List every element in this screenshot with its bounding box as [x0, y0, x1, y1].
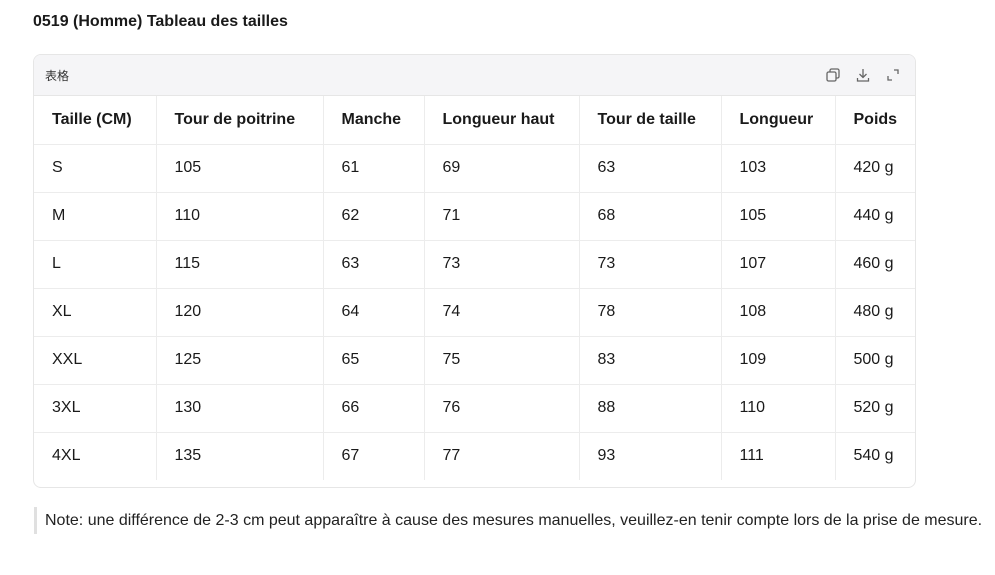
table-cell: 73	[579, 240, 722, 289]
table-cell: 71	[424, 192, 580, 241]
table-cell: 75	[424, 336, 580, 385]
table-row: L 115 63 73 73 107 460 g	[34, 240, 915, 289]
table-cell: 67	[323, 432, 425, 480]
table-cell: 108	[721, 288, 836, 337]
header-cell: Poids	[835, 96, 915, 145]
table-cell: 88	[579, 384, 722, 433]
table-cell: 110	[721, 384, 836, 433]
table-cell: 520 g	[835, 384, 915, 433]
table-cell: 540 g	[853, 447, 894, 465]
table-cell: 460 g	[835, 240, 915, 289]
header-cell: Longueur haut	[424, 96, 580, 145]
table-row: 3XL 130 66 76 88 110 520 g	[34, 384, 915, 433]
table-cell: 76	[424, 384, 580, 433]
table-cell: 62	[323, 192, 425, 241]
table-cell: M	[34, 192, 157, 241]
table-cell: 110	[156, 192, 324, 241]
table-cell: 63	[323, 240, 425, 289]
table-cell: 68	[579, 192, 722, 241]
table-cell: 61	[323, 144, 425, 193]
table-card: 表格 Taille (CM) Tour de poitrine Manche Long…	[33, 54, 916, 488]
table-cell: 3XL	[34, 384, 157, 433]
table-cell: 135	[156, 432, 324, 480]
copy-icon[interactable]	[825, 67, 841, 83]
table-cell: 69	[424, 144, 580, 193]
table-cell: S	[34, 144, 157, 193]
table-toolbar: 表格	[34, 55, 915, 96]
page-title: 0519 (Homme) Tableau des tailles	[33, 13, 288, 30]
download-icon[interactable]	[855, 67, 871, 83]
table-cell: 83	[579, 336, 722, 385]
table-cell: 77	[424, 432, 580, 480]
table-cell: 111	[721, 432, 836, 480]
table-cell: 4XL	[34, 432, 157, 480]
header-cell: Tour de taille	[579, 96, 722, 145]
header-cell: Taille (CM)	[34, 96, 157, 145]
toolbar-icons	[825, 67, 901, 83]
table-cell: 107	[721, 240, 836, 289]
table-cell: 78	[579, 288, 722, 337]
table-cell: 105	[156, 144, 324, 193]
table-cell: 93	[579, 432, 722, 480]
table-cell: 500 g	[835, 336, 915, 385]
table-cell: 64	[323, 288, 425, 337]
table-cell: 105	[721, 192, 836, 241]
table-row: M 110 62 71 68 105 440 g	[34, 192, 915, 241]
table-cell: 73	[424, 240, 580, 289]
header-cell: Tour de poitrine	[156, 96, 324, 145]
table-cell: 103	[721, 144, 836, 193]
table-cell: 420 g	[835, 144, 915, 193]
size-table: Taille (CM) Tour de poitrine Manche Longueu…	[34, 96, 915, 480]
table-label: 表格	[45, 69, 70, 83]
header-cell: Longueur	[721, 96, 836, 145]
header-row: Taille (CM) Tour de poitrine Manche Longueu…	[34, 96, 915, 145]
table-cell: 130	[156, 384, 324, 433]
table-cell: XXL	[34, 336, 157, 385]
table-cell: 109	[721, 336, 836, 385]
expand-icon[interactable]	[885, 67, 901, 83]
header-cell: Manche	[323, 96, 425, 145]
table-cell: L	[34, 240, 157, 289]
table-cell: 65	[323, 336, 425, 385]
table-row: S 105 61 69 63 103 420 g	[34, 144, 915, 193]
note: Note: une différence de 2-3 cm peut appa…	[34, 507, 995, 534]
table-cell: 66	[323, 384, 425, 433]
table-row: 4XL 135 67 77 93 111 540 g	[34, 432, 915, 480]
table-row: XL 120 64 74 78 108 480 g	[34, 288, 915, 337]
table-cell: 74	[424, 288, 580, 337]
table-cell: 480 g	[835, 288, 915, 337]
table-cell: 115	[156, 240, 324, 289]
table-cell: 125	[156, 336, 324, 385]
table-row: XXL 125 65 75 83 109 500 g	[34, 336, 915, 385]
table-cell: 63	[579, 144, 722, 193]
table-cell: 440 g	[835, 192, 915, 241]
table-cell: 120	[156, 288, 324, 337]
table-cell: XL	[34, 288, 157, 337]
